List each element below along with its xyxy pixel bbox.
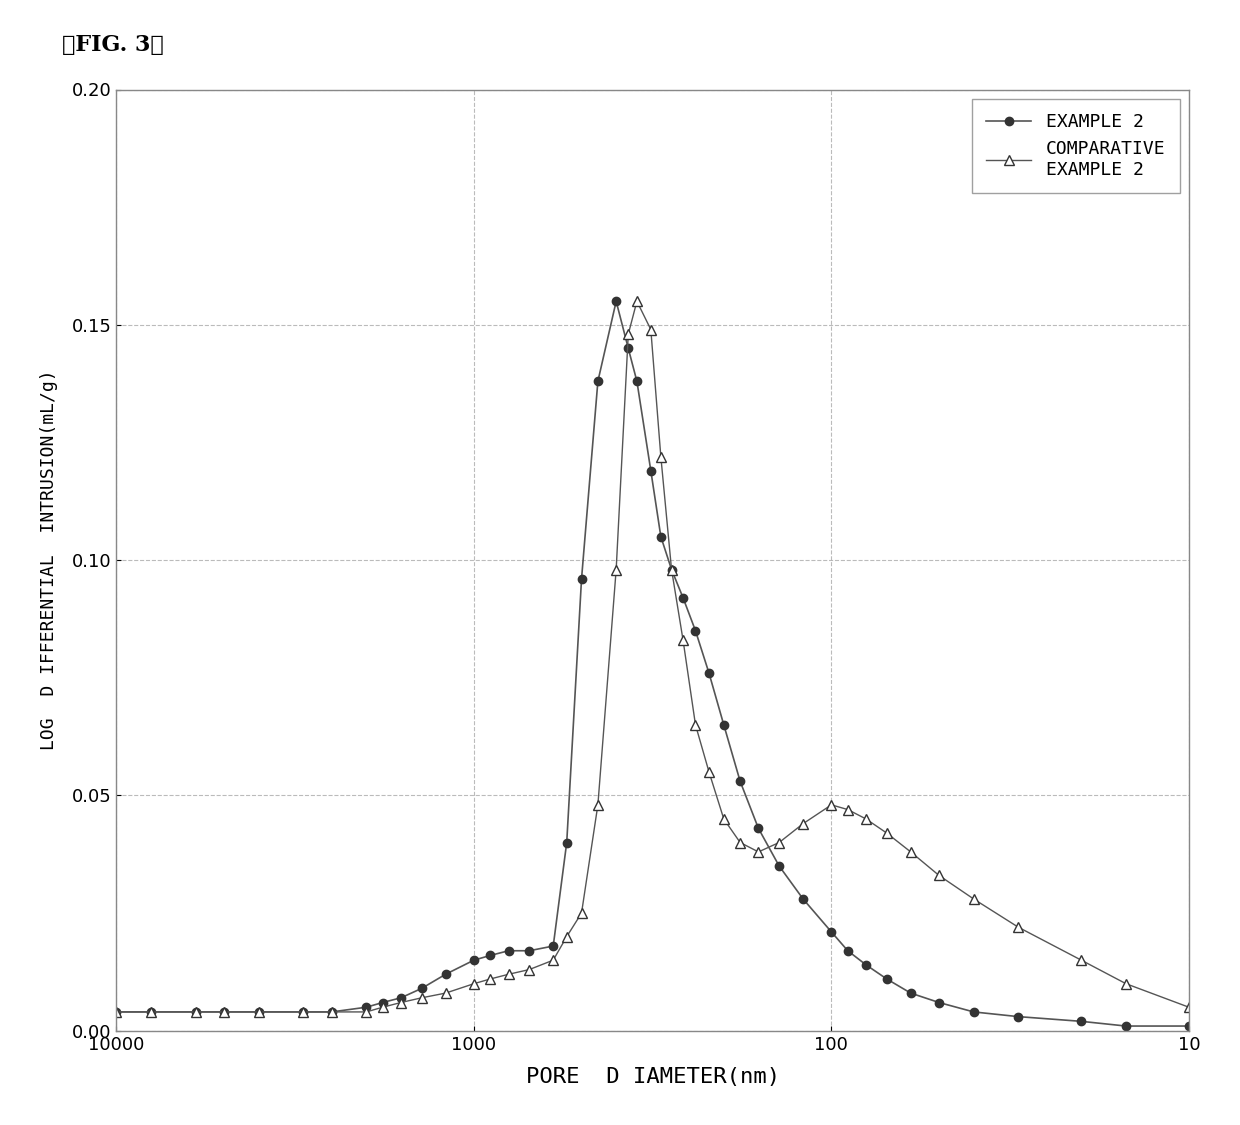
EXAMPLE 2 xyxy=(482,948,497,962)
EXAMPLE 2 xyxy=(501,944,516,957)
Text: 【FIG. 3】: 【FIG. 3】 xyxy=(62,34,164,56)
COMPARATIVE
EXAMPLE 2 xyxy=(414,991,429,1005)
EXAMPLE 2 xyxy=(653,530,668,543)
EXAMPLE 2 xyxy=(559,836,574,849)
COMPARATIVE
EXAMPLE 2 xyxy=(501,968,516,981)
EXAMPLE 2 xyxy=(393,991,408,1005)
COMPARATIVE
EXAMPLE 2 xyxy=(296,1005,311,1018)
EXAMPLE 2 xyxy=(188,1005,203,1018)
EXAMPLE 2 xyxy=(296,1005,311,1018)
COMPARATIVE
EXAMPLE 2 xyxy=(879,827,894,840)
EXAMPLE 2 xyxy=(931,996,946,1009)
COMPARATIVE
EXAMPLE 2 xyxy=(630,295,645,308)
COMPARATIVE
EXAMPLE 2 xyxy=(823,798,838,811)
COMPARATIVE
EXAMPLE 2 xyxy=(717,812,732,826)
EXAMPLE 2 xyxy=(717,718,732,731)
EXAMPLE 2 xyxy=(144,1005,159,1018)
COMPARATIVE
EXAMPLE 2 xyxy=(621,327,636,341)
COMPARATIVE
EXAMPLE 2 xyxy=(574,907,589,920)
EXAMPLE 2 xyxy=(414,982,429,996)
EXAMPLE 2 xyxy=(574,573,589,586)
EXAMPLE 2 xyxy=(217,1005,232,1018)
COMPARATIVE
EXAMPLE 2 xyxy=(858,812,873,826)
COMPARATIVE
EXAMPLE 2 xyxy=(590,798,605,811)
COMPARATIVE
EXAMPLE 2 xyxy=(393,996,408,1009)
Legend: EXAMPLE 2, COMPARATIVE
EXAMPLE 2: EXAMPLE 2, COMPARATIVE EXAMPLE 2 xyxy=(972,99,1179,194)
COMPARATIVE
EXAMPLE 2 xyxy=(522,963,537,976)
EXAMPLE 2 xyxy=(966,1005,981,1018)
EXAMPLE 2 xyxy=(438,968,453,981)
EXAMPLE 2 xyxy=(522,944,537,957)
EXAMPLE 2 xyxy=(733,775,748,789)
EXAMPLE 2 xyxy=(823,925,838,938)
COMPARATIVE
EXAMPLE 2 xyxy=(144,1005,159,1018)
COMPARATIVE
EXAMPLE 2 xyxy=(751,845,766,858)
COMPARATIVE
EXAMPLE 2 xyxy=(676,633,691,647)
COMPARATIVE
EXAMPLE 2 xyxy=(966,892,981,906)
COMPARATIVE
EXAMPLE 2 xyxy=(609,562,624,576)
COMPARATIVE
EXAMPLE 2 xyxy=(665,562,680,576)
EXAMPLE 2 xyxy=(590,375,605,388)
COMPARATIVE
EXAMPLE 2 xyxy=(559,930,574,944)
EXAMPLE 2 xyxy=(858,958,873,972)
COMPARATIVE
EXAMPLE 2 xyxy=(1182,1000,1197,1014)
EXAMPLE 2 xyxy=(324,1005,339,1018)
EXAMPLE 2 xyxy=(903,987,918,1000)
COMPARATIVE
EXAMPLE 2 xyxy=(482,972,497,986)
COMPARATIVE
EXAMPLE 2 xyxy=(841,803,856,817)
COMPARATIVE
EXAMPLE 2 xyxy=(466,976,481,990)
EXAMPLE 2 xyxy=(466,953,481,966)
COMPARATIVE
EXAMPLE 2 xyxy=(796,817,811,830)
COMPARATIVE
EXAMPLE 2 xyxy=(931,868,946,882)
COMPARATIVE
EXAMPLE 2 xyxy=(771,836,786,849)
COMPARATIVE
EXAMPLE 2 xyxy=(1011,920,1025,934)
EXAMPLE 2 xyxy=(796,892,811,906)
EXAMPLE 2 xyxy=(676,591,691,604)
COMPARATIVE
EXAMPLE 2 xyxy=(358,1005,373,1018)
COMPARATIVE
EXAMPLE 2 xyxy=(903,845,918,858)
X-axis label: PORE  D IAMETER(nm): PORE D IAMETER(nm) xyxy=(526,1068,780,1088)
EXAMPLE 2 xyxy=(771,860,786,873)
EXAMPLE 2 xyxy=(109,1005,124,1018)
COMPARATIVE
EXAMPLE 2 xyxy=(1118,976,1133,990)
EXAMPLE 2 xyxy=(621,342,636,356)
EXAMPLE 2 xyxy=(688,624,703,638)
EXAMPLE 2 xyxy=(252,1005,267,1018)
COMPARATIVE
EXAMPLE 2 xyxy=(546,953,560,966)
EXAMPLE 2 xyxy=(665,562,680,576)
COMPARATIVE
EXAMPLE 2 xyxy=(733,836,748,849)
COMPARATIVE
EXAMPLE 2 xyxy=(1074,953,1089,966)
EXAMPLE 2 xyxy=(609,295,624,308)
EXAMPLE 2 xyxy=(358,1000,373,1014)
EXAMPLE 2 xyxy=(1011,1010,1025,1024)
EXAMPLE 2 xyxy=(751,821,766,835)
COMPARATIVE
EXAMPLE 2 xyxy=(438,987,453,1000)
COMPARATIVE
EXAMPLE 2 xyxy=(109,1005,124,1018)
COMPARATIVE
EXAMPLE 2 xyxy=(324,1005,339,1018)
EXAMPLE 2 xyxy=(1074,1015,1089,1028)
Line: EXAMPLE 2: EXAMPLE 2 xyxy=(113,297,1193,1030)
EXAMPLE 2 xyxy=(376,996,391,1009)
COMPARATIVE
EXAMPLE 2 xyxy=(653,450,668,463)
Y-axis label: LOG  D IFFERENTIAL  INTRUSION(mL/g): LOG D IFFERENTIAL INTRUSION(mL/g) xyxy=(40,370,58,750)
EXAMPLE 2 xyxy=(1118,1019,1133,1033)
EXAMPLE 2 xyxy=(1182,1019,1197,1033)
EXAMPLE 2 xyxy=(644,464,658,477)
Line: COMPARATIVE
EXAMPLE 2: COMPARATIVE EXAMPLE 2 xyxy=(112,296,1194,1017)
EXAMPLE 2 xyxy=(546,939,560,953)
EXAMPLE 2 xyxy=(841,944,856,957)
EXAMPLE 2 xyxy=(630,375,645,388)
EXAMPLE 2 xyxy=(702,666,717,680)
COMPARATIVE
EXAMPLE 2 xyxy=(688,718,703,731)
COMPARATIVE
EXAMPLE 2 xyxy=(376,1000,391,1014)
COMPARATIVE
EXAMPLE 2 xyxy=(217,1005,232,1018)
COMPARATIVE
EXAMPLE 2 xyxy=(644,323,658,336)
COMPARATIVE
EXAMPLE 2 xyxy=(252,1005,267,1018)
EXAMPLE 2 xyxy=(879,972,894,986)
COMPARATIVE
EXAMPLE 2 xyxy=(702,765,717,778)
COMPARATIVE
EXAMPLE 2 xyxy=(188,1005,203,1018)
